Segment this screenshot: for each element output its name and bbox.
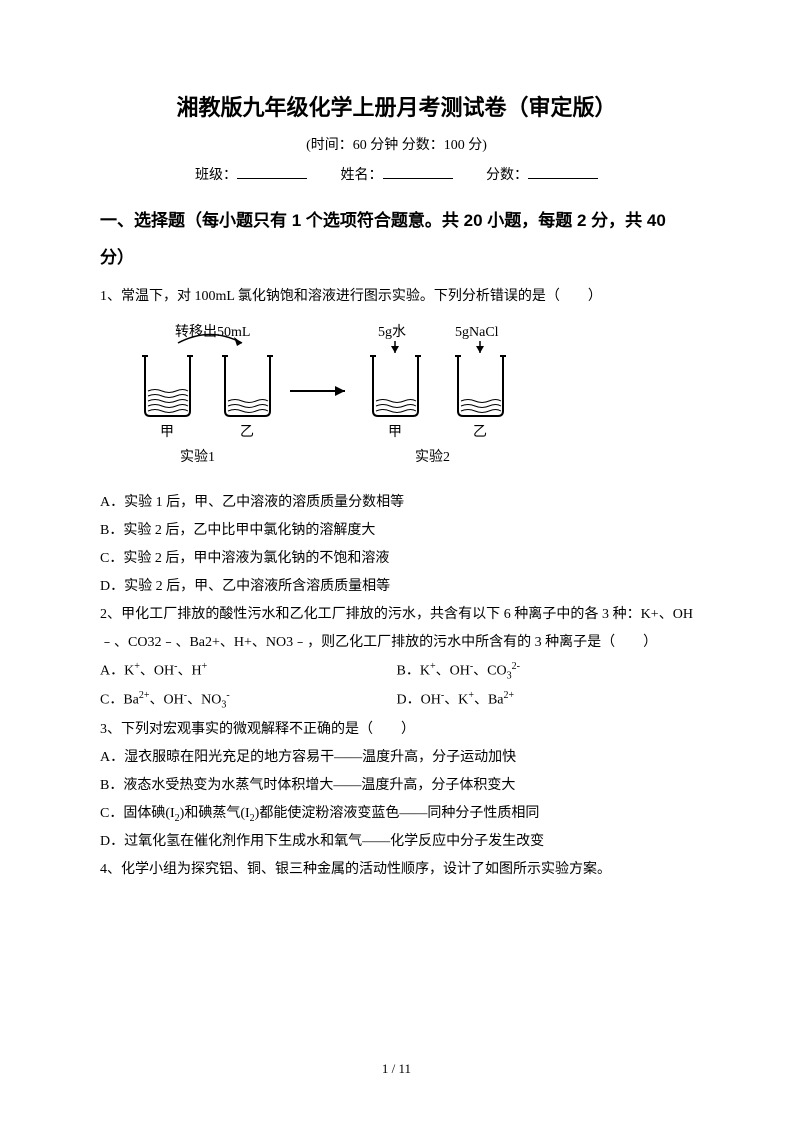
score-blank bbox=[528, 178, 598, 179]
q2-stem: 2、甲化工厂排放的酸性污水和乙化工厂排放的污水，共含有以下 6 种离子中的各 3… bbox=[100, 601, 693, 657]
svg-text:实验2: 实验2 bbox=[415, 449, 450, 465]
q1-diagram: 转移出50mL 甲 乙 实验1 bbox=[120, 321, 693, 481]
score-label: 分数： bbox=[486, 168, 528, 183]
q3-stem: 3、下列对宏观事实的微观解释不正确的是（ ） bbox=[100, 716, 693, 744]
q1-stem: 1、常温下，对 100mL 氯化钠饱和溶液进行图示实验。下列分析错误的是（ ） bbox=[100, 283, 693, 311]
name-blank bbox=[383, 178, 453, 179]
svg-text:乙: 乙 bbox=[240, 424, 254, 440]
q1-optA: A．实验 1 后，甲、乙中溶液的溶质质量分数相等 bbox=[100, 489, 693, 517]
q2-optB: B．K+、OH-、CO32- bbox=[397, 657, 694, 686]
q1-optB: B．实验 2 后，乙中比甲中氯化钠的溶解度大 bbox=[100, 517, 693, 545]
class-label: 班级： bbox=[195, 168, 237, 183]
q2-optC: C．Ba2+、OH-、NO3- bbox=[100, 686, 397, 715]
q1-optD: D．实验 2 后，甲、乙中溶液所含溶质质量相等 bbox=[100, 573, 693, 601]
q2-row2: C．Ba2+、OH-、NO3- D．OH-、K+、Ba2+ bbox=[100, 686, 693, 715]
q3-optD: D．过氧化氢在催化剂作用下生成水和氧气——化学反应中分子发生改变 bbox=[100, 828, 693, 856]
svg-text:甲: 甲 bbox=[388, 425, 402, 440]
svg-text:5gNaCl: 5gNaCl bbox=[455, 325, 499, 340]
q3-optC: C．固体碘(I2)和碘蒸气(I2)都能使淀粉溶液变蓝色——同种分子性质相同 bbox=[100, 800, 693, 829]
page-number: 1 / 11 bbox=[0, 1061, 793, 1077]
info-line: 班级： 姓名： 分数： bbox=[100, 164, 693, 184]
section-header: 一、选择题（每小题只有 1 个选项符合题意。共 20 小题，每题 2 分，共 4… bbox=[100, 202, 693, 277]
q3-optB: B．液态水受热变为水蒸气时体积增大——温度升高，分子体积变大 bbox=[100, 772, 693, 800]
q4-stem: 4、化学小组为探究铝、铜、银三种金属的活动性顺序，设计了如图所示实验方案。 bbox=[100, 856, 693, 884]
q2-optA: A．K+、OH-、H+ bbox=[100, 657, 397, 686]
svg-text:实验1: 实验1 bbox=[180, 449, 215, 465]
page-title: 湘教版九年级化学上册月考测试卷（审定版） bbox=[100, 90, 693, 122]
class-blank bbox=[237, 178, 307, 179]
transfer-label: 转移出50mL bbox=[175, 324, 250, 340]
subtitle: (时间：60 分钟 分数：100 分) bbox=[100, 134, 693, 154]
q3-optA: A．湿衣服晾在阳光充足的地方容易干——温度升高，分子运动加快 bbox=[100, 744, 693, 772]
svg-text:5g水: 5g水 bbox=[378, 324, 406, 340]
svg-text:乙: 乙 bbox=[473, 424, 487, 440]
svg-text:甲: 甲 bbox=[160, 425, 174, 440]
q2-row1: A．K+、OH-、H+ B．K+、OH-、CO32- bbox=[100, 657, 693, 686]
q2-optD: D．OH-、K+、Ba2+ bbox=[397, 686, 694, 715]
name-label: 姓名： bbox=[341, 168, 383, 183]
q1-optC: C．实验 2 后，甲中溶液为氯化钠的不饱和溶液 bbox=[100, 545, 693, 573]
